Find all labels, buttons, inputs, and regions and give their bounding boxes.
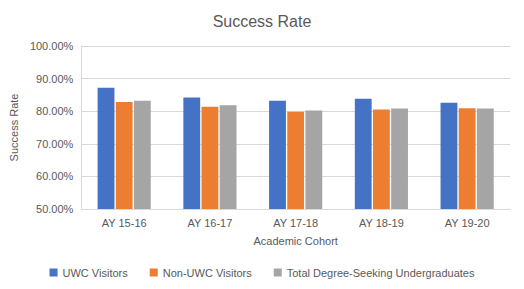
svg-text:60.00%: 60.00% — [36, 170, 74, 182]
svg-text:90.00%: 90.00% — [36, 73, 74, 85]
svg-text:80.00%: 80.00% — [36, 105, 74, 117]
svg-text:100.00%: 100.00% — [30, 40, 74, 52]
svg-text:AY 15-16: AY 15-16 — [102, 217, 147, 229]
svg-text:Non-UWC Visitors: Non-UWC Visitors — [163, 267, 253, 279]
svg-text:Academic Cohort: Academic Cohort — [253, 235, 337, 247]
svg-text:AY 17-18: AY 17-18 — [273, 217, 318, 229]
svg-text:Success Rate: Success Rate — [8, 94, 20, 162]
svg-text:AY 19-20: AY 19-20 — [445, 217, 490, 229]
svg-text:70.00%: 70.00% — [36, 138, 74, 150]
svg-text:AY 18-19: AY 18-19 — [359, 217, 404, 229]
svg-text:AY 16-17: AY 16-17 — [187, 217, 232, 229]
svg-text:UWC Visitors: UWC Visitors — [63, 267, 129, 279]
svg-text:Total Degree-Seeking Undergrad: Total Degree-Seeking Undergraduates — [287, 267, 475, 279]
svg-text:50.00%: 50.00% — [36, 203, 74, 215]
svg-text:Success Rate: Success Rate — [213, 13, 312, 30]
